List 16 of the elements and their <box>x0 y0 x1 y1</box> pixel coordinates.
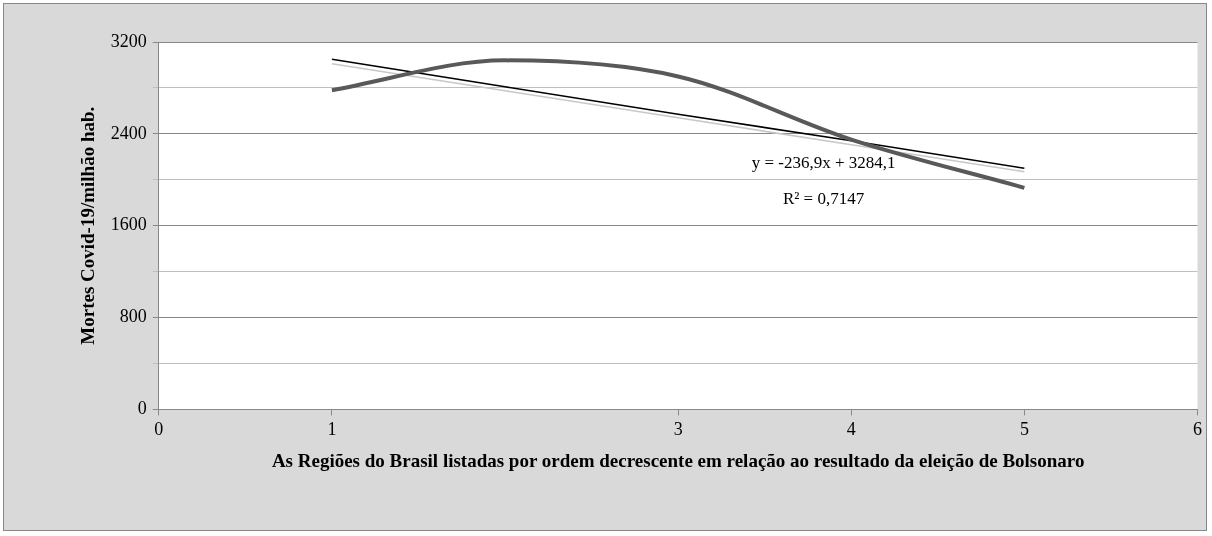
x-tick-label: 4 <box>846 418 856 439</box>
y-tick-label: 800 <box>119 306 147 327</box>
y-axis-title: Mortes Covid-19/milhão hab. <box>77 106 99 345</box>
line-series <box>329 58 1027 190</box>
y-tick-label: 3200 <box>110 30 147 51</box>
x-axis-title: As Regiões do Brasil listadas por ordem decrescente em relação ao resultado da eleição de Bolsonaro <box>271 449 1085 471</box>
y-tick-label: 2400 <box>110 122 147 143</box>
x-tick-label: 1 <box>327 418 337 439</box>
x-tick-label: 6 <box>1193 418 1202 439</box>
x-tick-label: 3 <box>673 418 683 439</box>
annotation: y = -236,9x + 3284,1 <box>751 152 896 172</box>
y-tick-label: 1600 <box>110 214 147 235</box>
x-tick-label: 0 <box>154 418 164 439</box>
y-tick-label: 0 <box>137 398 147 419</box>
x-tick-label: 5 <box>1019 418 1029 439</box>
annotation: R² = 0,7147 <box>782 189 865 209</box>
